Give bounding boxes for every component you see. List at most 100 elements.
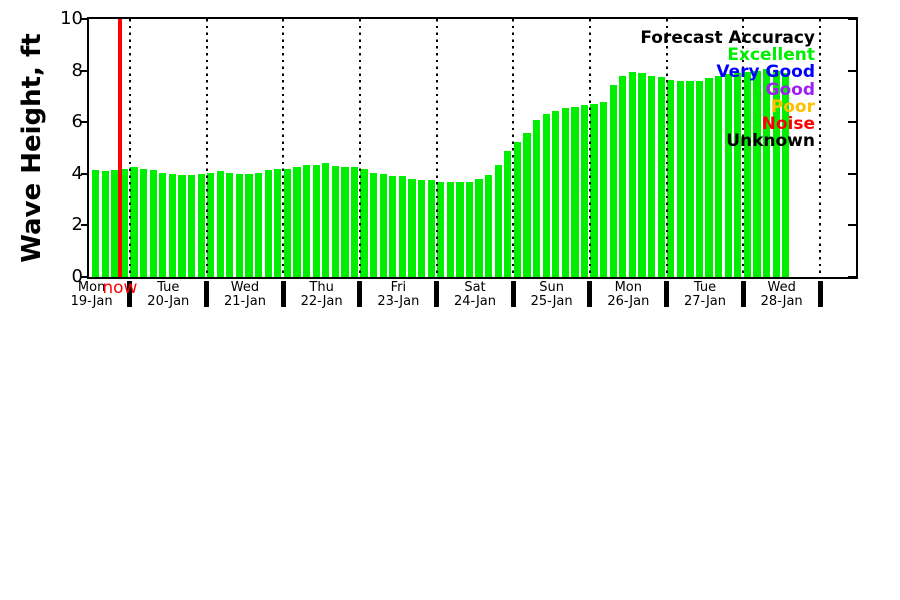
- wave-height-bar: [667, 79, 675, 277]
- wave-height-bar: [561, 108, 569, 277]
- wave-height-bar: [197, 173, 205, 277]
- wave-height-bar: [456, 181, 464, 277]
- day-label: Tue 27-Jan: [663, 281, 747, 308]
- wave-height-bar: [437, 181, 445, 277]
- wave-height-bar: [782, 73, 790, 277]
- wave-height-bar: [379, 173, 387, 277]
- wave-height-bar: [600, 101, 608, 277]
- day-label: Thu 22-Jan: [280, 281, 364, 308]
- wave-height-bar: [676, 80, 684, 277]
- wave-height-bar: [542, 114, 550, 277]
- day-separator-tick: [204, 281, 210, 307]
- wave-height-bar: [159, 172, 167, 277]
- legend-title: Forecast Accuracy: [640, 28, 815, 48]
- wave-height-bar: [638, 73, 646, 277]
- wave-height-bar: [130, 167, 138, 277]
- now-line: [117, 19, 123, 277]
- day-boundary-gridline: [665, 19, 668, 277]
- day-date: 24-Jan: [453, 293, 496, 309]
- y-axis-title-anchor: Wave Height, ft: [17, 18, 47, 278]
- day-separator-tick: [280, 281, 286, 307]
- wave-height-bar: [101, 171, 109, 277]
- wave-height-bar: [475, 178, 483, 277]
- wave-height-bar: [695, 80, 704, 277]
- wave-height-bar: [360, 168, 368, 277]
- wave-height-bar: [322, 163, 330, 277]
- wave-height-bar: [552, 110, 560, 277]
- y-tick-label: 8: [71, 59, 83, 81]
- wave-height-bar: [772, 70, 780, 277]
- day-date: 25-Jan: [530, 293, 573, 309]
- wave-height-bar: [168, 173, 176, 277]
- wave-height-bar: [350, 167, 359, 277]
- day-name: Mon: [77, 280, 106, 295]
- y-tick-label: 4: [71, 162, 83, 184]
- wave-height-bar: [762, 69, 771, 277]
- y-tick-right: [848, 224, 856, 227]
- wave-height-bar: [590, 104, 598, 277]
- plot-frame: [87, 17, 858, 279]
- day-boundary-gridline: [588, 19, 591, 277]
- day-date: 27-Jan: [683, 293, 726, 309]
- legend-entry-very-good: Very Good: [716, 62, 815, 83]
- y-tick-left: [81, 224, 89, 227]
- plot-area: [89, 19, 856, 277]
- wave-height-bar: [504, 150, 512, 277]
- wave-height-bar: [609, 84, 617, 277]
- day-label: Mon 19-Jan: [50, 281, 134, 308]
- day-separator-tick: [664, 281, 670, 307]
- day-boundary-gridline: [282, 19, 285, 277]
- day-label: Mon 26-Jan: [586, 281, 670, 308]
- wave-height-bar: [207, 172, 215, 277]
- day-separator-tick: [510, 281, 516, 307]
- day-name: Tue: [693, 280, 717, 295]
- day-boundary-gridline: [512, 19, 515, 277]
- day-boundary-gridline: [205, 19, 208, 277]
- wave-height-bar: [408, 178, 416, 277]
- wave-height-bar: [341, 167, 349, 277]
- wave-height-bar: [686, 80, 694, 277]
- wave-height-bar: [245, 173, 253, 277]
- wave-height-bar: [628, 71, 636, 277]
- day-name: Sat: [464, 280, 486, 295]
- day-date: 22-Jan: [300, 293, 343, 309]
- day-boundary-gridline: [358, 19, 361, 277]
- day-label: Fri 23-Jan: [356, 281, 440, 308]
- y-tick-left: [81, 172, 89, 175]
- day-name: Wed: [767, 280, 796, 295]
- wave-height-bar: [523, 132, 531, 277]
- y-tick-right: [848, 172, 856, 175]
- wave-height-bar: [226, 172, 234, 277]
- day-separator-tick: [740, 281, 746, 307]
- legend-entry-noise: Noise: [761, 114, 815, 135]
- y-tick-label: 10: [60, 8, 83, 29]
- legend-entry-unknown: Unknown: [726, 131, 815, 152]
- day-name: Fri: [390, 280, 407, 295]
- day-name: Mon: [614, 280, 643, 295]
- day-date: 19-Jan: [70, 293, 113, 309]
- wave-height-bar: [92, 169, 100, 277]
- wave-height-bar: [494, 164, 502, 277]
- wave-height-bar: [657, 77, 665, 277]
- wave-height-bar: [465, 181, 474, 277]
- day-date: 21-Jan: [223, 293, 266, 309]
- wave-height-bar: [427, 180, 435, 277]
- day-label: Wed 28-Jan: [740, 281, 824, 308]
- wave-height-bar: [302, 164, 311, 277]
- legend-entry-good: Good: [765, 79, 815, 100]
- y-tick-right: [848, 121, 856, 124]
- wave-height-bar: [149, 169, 157, 277]
- wave-height-bar: [485, 175, 493, 277]
- day-boundary-gridline: [128, 19, 131, 277]
- wave-height-bar: [216, 171, 224, 277]
- wave-height-bar: [715, 75, 723, 277]
- day-separator-tick: [357, 281, 363, 307]
- wave-height-bar: [187, 175, 196, 277]
- legend: Forecast Accuracy Excellent Very Good Good…: [515, 28, 815, 152]
- wave-height-bar: [178, 175, 186, 277]
- day-label: Tue 20-Jan: [126, 281, 210, 308]
- day-label: Sat 24-Jan: [433, 281, 517, 308]
- wave-height-bar: [389, 176, 397, 277]
- wave-height-bar: [580, 105, 589, 277]
- day-date: 20-Jan: [147, 293, 190, 309]
